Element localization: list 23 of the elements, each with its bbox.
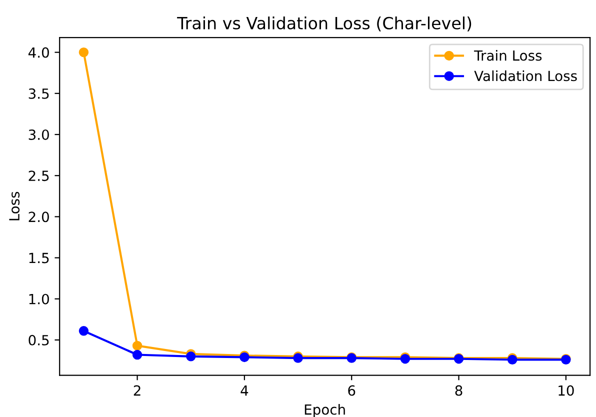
- y-tick-label: 1.5: [29, 252, 49, 264]
- y-axis-title: Loss: [9, 192, 20, 220]
- y-tick-label: 0.5: [28, 334, 49, 346]
- point: [132, 350, 142, 360]
- x-tick-label: 2: [134, 385, 140, 396]
- y-tick-label: 3.5: [28, 88, 49, 99]
- y-tick-label: 3.0: [28, 129, 49, 140]
- point: [132, 340, 142, 351]
- legend-label: Train Loss: [474, 50, 542, 61]
- chart-title: Train vs Validation Loss (Char-level): [177, 16, 472, 32]
- y-tick-label: 2.0: [28, 212, 49, 222]
- legend-label: Validation Loss: [474, 70, 577, 82]
- x-tick-label: 4: [240, 385, 248, 396]
- x-tick-label: 10: [558, 385, 574, 396]
- point: [78, 47, 89, 58]
- y-tick-label: 2.5: [28, 170, 49, 182]
- x-axis-title: Epoch: [304, 404, 345, 417]
- point: [78, 326, 89, 336]
- x-tick-label: 8: [455, 385, 462, 396]
- y-tick-label: 4.0: [28, 47, 49, 58]
- y-tick-label: 1.0: [29, 294, 49, 304]
- point: [186, 352, 196, 362]
- x-tick-label: 6: [348, 385, 356, 396]
